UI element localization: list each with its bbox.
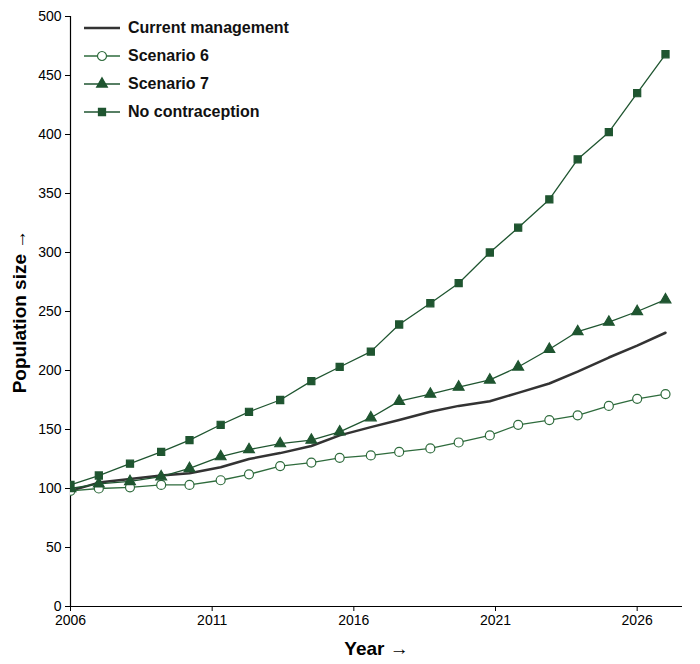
svg-text:500: 500 bbox=[38, 8, 62, 24]
svg-text:Population size →: Population size → bbox=[9, 230, 30, 394]
svg-text:Year →: Year → bbox=[344, 638, 408, 659]
svg-text:2006: 2006 bbox=[55, 612, 86, 628]
html-text:Scenario 6: Scenario 6 bbox=[128, 47, 209, 64]
svg-text:100: 100 bbox=[38, 480, 62, 496]
svg-text:200: 200 bbox=[38, 362, 62, 378]
svg-text:450: 450 bbox=[38, 67, 62, 83]
html-text:No contraception: No contraception bbox=[128, 103, 260, 120]
svg-text:250: 250 bbox=[38, 303, 62, 319]
svg-text:150: 150 bbox=[38, 421, 62, 437]
svg-text:0: 0 bbox=[53, 598, 62, 614]
svg-text:2016: 2016 bbox=[338, 612, 369, 628]
svg-text:50: 50 bbox=[46, 539, 62, 555]
svg-text:400: 400 bbox=[38, 126, 62, 142]
svg-text:2011: 2011 bbox=[197, 612, 227, 628]
svg-text:2026: 2026 bbox=[622, 612, 653, 628]
svg-text:350: 350 bbox=[38, 185, 62, 201]
svg-text:300: 300 bbox=[38, 244, 62, 260]
html-text:Scenario 7: Scenario 7 bbox=[128, 75, 209, 92]
html-text:Current management: Current management bbox=[128, 19, 289, 36]
svg-text:2021: 2021 bbox=[480, 612, 511, 628]
